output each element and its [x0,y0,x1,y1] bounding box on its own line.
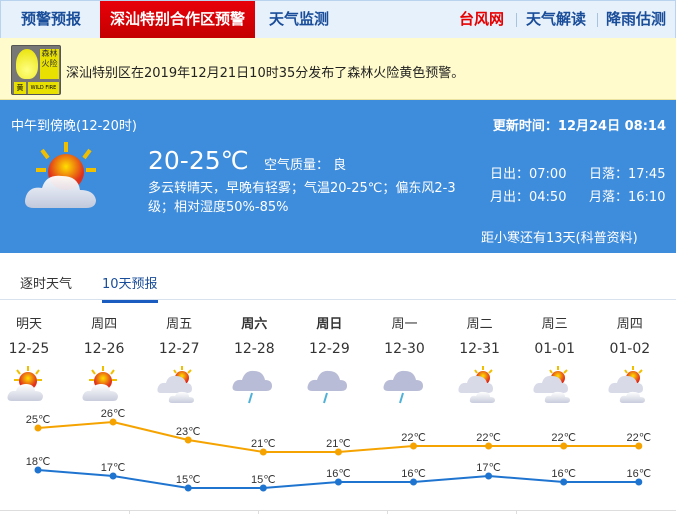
low-temp-label: 16℃ [401,468,426,480]
forecast-date: 12-26 [83,341,125,357]
divider [387,510,516,514]
forecast-day: 周一 [391,317,418,332]
low-temp-label: 15℃ [251,474,276,486]
rain-icon [383,370,423,404]
forecast-day: 周五 [166,317,193,332]
low-temp-point [560,478,568,486]
sun-cloud-icon [82,366,119,401]
high-temp-point [184,436,192,444]
low-temp-label: 16℃ [326,468,351,480]
forecast-date: 01-01 [534,341,576,357]
high-temp-point [485,442,493,450]
cloudy-icon [458,366,495,403]
forecast-date: 12-27 [158,341,200,357]
high-temp-point [410,442,417,450]
nav-typhoon[interactable]: 台风网 [459,10,505,28]
high-temp-point [334,448,342,456]
high-temp-label: 22℃ [627,432,652,444]
forecast-date: 12-30 [384,341,425,357]
divider [516,510,676,514]
divider [0,510,129,514]
divider [129,510,258,514]
rain-icon [307,370,348,404]
forest-fire-warning-icon[interactable]: 森林 火险 黄 WILD FIRE [11,45,61,95]
nav-warning-forecast[interactable]: 预警预报 [21,10,82,28]
solar-term-link[interactable]: 距小寒还有13天(科普资料) [481,231,638,246]
top-nav: 预警预报 深汕特别合作区预警 天气监测 台风网 天气解读 降雨估测 [0,0,676,38]
moonset: 月落：16:10 [589,190,666,205]
nav-shenshan-warning[interactable]: 深汕特别合作区预警 [100,1,256,38]
forecast-tabs: 逐时天气 10天预报 [0,253,676,303]
high-temp-point [109,418,117,426]
sunrise: 日出：07:00 [490,167,567,182]
warning-text[interactable]: 深汕特别区在2019年12月21日10时35分发布了森林火险黄色预警。 [66,66,465,81]
sun-cloud-icon [7,366,43,401]
forecast-day: 周四 [91,317,118,332]
nav-weather-analysis[interactable]: 天气解读 [526,10,587,28]
low-temp-label: 17℃ [101,462,126,474]
warning-bar: 森林 火险 黄 WILD FIRE 深汕特别区在2019年12月21日10时35分… [0,38,676,100]
temperature-chart: 25℃ 26℃ 23℃ 21℃ 21℃ 22℃ 22℃ 22℃ 22℃ 18℃ 17℃ 15℃ 15℃ 1… [26,408,652,492]
cloudy-icon [533,366,570,403]
low-temp-label: 16℃ [551,468,576,480]
rain-icon [232,370,273,404]
low-temp-point [259,484,267,492]
air-quality: 空气质量： 良 [264,158,347,173]
forecast-date: 12-29 [309,341,350,357]
high-temp-label: 21℃ [326,438,351,450]
high-temp-point [259,448,267,456]
low-temp-point [635,478,643,486]
weather-desc-line2: 级；相对湿度50%-85% [148,200,289,215]
low-temp-label: 18℃ [26,456,51,468]
tab-10day[interactable]: 10天预报 [102,273,158,303]
forecast-day: 周三 [541,317,568,332]
high-temp-label: 25℃ [26,414,51,426]
moonrise: 月出：04:50 [490,190,567,205]
forecast-date: 12-31 [459,341,500,357]
forecast-date: 12-25 [8,341,50,357]
high-temp-label: 22℃ [401,432,426,444]
low-temp-point [109,472,117,480]
low-temp-point [334,478,342,486]
nav-weather-monitor[interactable]: 天气监测 [269,10,330,28]
forecast-date: 12-28 [233,341,275,357]
high-temp-label: 22℃ [551,432,576,444]
low-temp-point [184,484,192,492]
high-temp-label: 21℃ [251,438,276,450]
temperature-range: 20-25℃ [148,146,249,175]
update-time: 更新时间：12月24日 08:14 [492,119,666,134]
low-temp-point [34,466,42,474]
high-temp-point [34,424,42,432]
weather-desc-line1: 多云转晴天，早晚有轻雾；气温20-25℃；偏东风2-3 [148,181,456,196]
low-temp-point [410,478,417,486]
low-temp-label: 16℃ [627,468,652,480]
forecast-day: 周四 [616,317,643,332]
cloudy-icon [157,366,195,403]
nav-rain-estimate[interactable]: 降雨估测 [606,10,667,28]
low-temp-label: 15℃ [176,474,201,486]
divider [597,13,598,27]
low-temp-point [485,472,493,480]
high-temp-point [635,442,643,450]
tab-hourly[interactable]: 逐时天气 [20,277,73,292]
low-temp-label: 17℃ [476,462,501,474]
forecast-day: 周二 [466,317,493,332]
divider [516,13,517,27]
high-temp-label: 26℃ [101,408,126,420]
divider [258,510,387,514]
high-temp-point [560,442,568,450]
current-weather-panel: 中午到傍晚(12-20时) 更新时间：12月24日 08:14 20-25℃ 空… [0,100,676,253]
forecast-day: 周日 [316,317,343,332]
forecast-day: 周六 [241,317,268,332]
period: 中午到傍晚(12-20时) [11,119,137,134]
forecast-date: 01-02 [609,341,651,357]
cloudy-icon [608,366,645,403]
high-temp-label: 22℃ [476,432,501,444]
forecast-day: 明天 [15,317,42,332]
high-temp-label: 23℃ [176,426,201,438]
partly-cloudy-sunny-icon [25,142,96,208]
sunset: 日落：17:45 [589,167,666,182]
